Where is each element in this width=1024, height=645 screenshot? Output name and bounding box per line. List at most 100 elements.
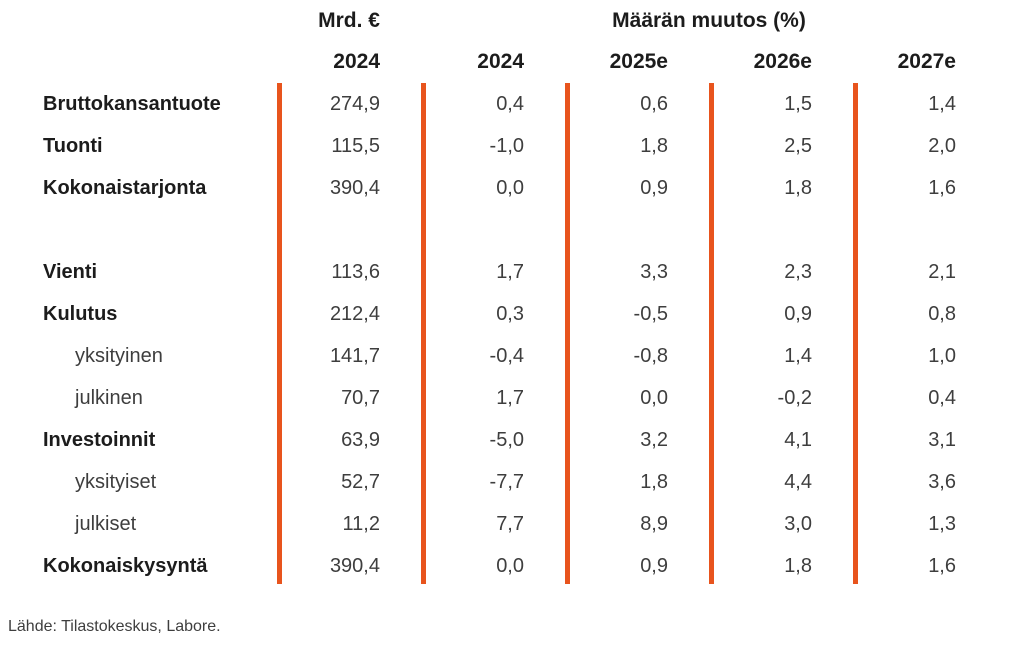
table-row: Kokonaistarjonta 390,4 0,0 0,9 1,8 1,6	[0, 167, 1024, 209]
table-row: Kokonaiskysyntä 390,4 0,0 0,9 1,8 1,6	[0, 545, 1024, 587]
cell-value: 3,6	[928, 471, 956, 493]
cell-value	[277, 209, 421, 251]
cell-value: 0,9	[640, 555, 668, 577]
spacer-row	[0, 209, 1024, 251]
cell-value: 3,3	[640, 261, 668, 283]
cell-value: 3,2	[640, 429, 668, 451]
row-label: julkiset	[75, 513, 137, 535]
cell-value: -0,8	[633, 345, 668, 367]
cell-value: 390,4	[329, 555, 380, 577]
column-divider	[277, 83, 282, 584]
column-divider	[853, 83, 858, 584]
row-label: Vienti	[43, 261, 98, 283]
cell-value: 1,6	[928, 555, 956, 577]
table-body: Bruttokansantuote 274,9 0,4 0,6 1,5 1,4 Tuonti…	[0, 83, 1024, 587]
group-header-row: Mrd. € Määrän muutos (%)	[0, 2, 1024, 40]
cell-value: -0,4	[489, 345, 524, 367]
year-header-2025e: 2025e	[609, 50, 668, 73]
cell-value: 390,4	[329, 177, 380, 199]
cell-value: 0,6	[640, 93, 668, 115]
year-header-row: 2024 2024 2025e 2026e 2027e	[0, 40, 1024, 83]
cell-value: 3,1	[928, 429, 956, 451]
cell-value: 1,4	[784, 345, 812, 367]
table-row: Vienti 113,6 1,7 3,3 2,3 2,1	[0, 251, 1024, 293]
cell-value: 1,0	[928, 345, 956, 367]
cell-value	[709, 209, 853, 251]
table-row: Tuonti 115,5 -1,0 1,8 2,5 2,0	[0, 125, 1024, 167]
group-header-mrd-eur: Mrd. €	[318, 9, 380, 32]
cell-value	[421, 209, 565, 251]
group-header-volume-change: Määrän muutos (%)	[612, 9, 806, 32]
cell-value: 0,4	[496, 93, 524, 115]
row-label: Kokonaistarjonta	[43, 177, 207, 199]
cell-value: 0,0	[640, 387, 668, 409]
cell-value: 1,6	[928, 177, 956, 199]
table-row: julkinen 70,7 1,7 0,0 -0,2 0,4	[0, 377, 1024, 419]
cell-value: -5,0	[489, 429, 524, 451]
year-header-2026e: 2026e	[753, 50, 812, 73]
cell-value: 1,8	[640, 135, 668, 157]
row-label: Investoinnit	[43, 429, 156, 451]
cell-value: 11,2	[342, 513, 380, 535]
cell-value: 2,0	[928, 135, 956, 157]
cell-value: 70,7	[341, 387, 380, 409]
row-label: yksityinen	[75, 345, 163, 367]
cell-value: 1,4	[928, 93, 956, 115]
table-row: julkiset 11,2 7,7 8,9 3,0 1,3	[0, 503, 1024, 545]
cell-value: -1,0	[489, 135, 524, 157]
cell-value: 113,6	[331, 261, 380, 283]
source-note: Lähde: Tilastokeskus, Labore.	[8, 618, 221, 635]
year-header-2024-pct: 2024	[477, 50, 524, 73]
row-label: Kulutus	[43, 303, 118, 325]
column-divider	[421, 83, 426, 584]
cell-value: 0,4	[928, 387, 956, 409]
table-row: Kulutus 212,4 0,3 -0,5 0,9 0,8	[0, 293, 1024, 335]
cell-value: -0,5	[633, 303, 668, 325]
table-row: yksityinen 141,7 -0,4 -0,8 1,4 1,0	[0, 335, 1024, 377]
cell-value: 4,4	[784, 471, 812, 493]
cell-value: 1,8	[784, 555, 812, 577]
cell-value: 2,5	[784, 135, 812, 157]
table-row: Bruttokansantuote 274,9 0,4 0,6 1,5 1,4	[0, 83, 1024, 125]
column-divider	[709, 83, 714, 584]
row-label: Kokonaiskysyntä	[43, 555, 208, 577]
cell-value: 7,7	[496, 513, 524, 535]
cell-value: -0,2	[777, 387, 812, 409]
row-label: Tuonti	[43, 135, 103, 157]
cell-value: 0,8	[928, 303, 956, 325]
cell-value: 212,4	[329, 303, 380, 325]
cell-value: 0,3	[496, 303, 524, 325]
cell-value: 2,1	[928, 261, 956, 283]
cell-value: 141,7	[329, 345, 380, 367]
cell-value: 0,9	[640, 177, 668, 199]
table-row: yksityiset 52,7 -7,7 1,8 4,4 3,6	[0, 461, 1024, 503]
cell-value: 0,0	[496, 555, 524, 577]
cell-value: 1,7	[496, 261, 524, 283]
cell-value: 2,3	[784, 261, 812, 283]
cell-value: 8,9	[640, 513, 668, 535]
cell-value: 274,9	[329, 93, 380, 115]
year-header-2024-mrd: 2024	[333, 50, 380, 73]
cell-value: 0,9	[784, 303, 812, 325]
cell-value: 115,5	[331, 135, 380, 157]
row-label: yksityiset	[75, 471, 157, 493]
cell-value: 3,0	[784, 513, 812, 535]
cell-value: 63,9	[341, 429, 380, 451]
row-label: Bruttokansantuote	[43, 93, 221, 115]
year-header-2027e: 2027e	[897, 50, 956, 73]
cell-value: -7,7	[489, 471, 524, 493]
row-label	[0, 209, 277, 251]
cell-value: 1,7	[496, 387, 524, 409]
cell-value	[853, 209, 997, 251]
table-row: Investoinnit 63,9 -5,0 3,2 4,1 3,1	[0, 419, 1024, 461]
cell-value	[565, 209, 709, 251]
cell-value: 52,7	[341, 471, 380, 493]
cell-value: 4,1	[784, 429, 812, 451]
year-header-empty	[0, 40, 277, 83]
cell-value: 0,0	[496, 177, 524, 199]
cell-value: 1,8	[784, 177, 812, 199]
cell-value: 1,8	[640, 471, 668, 493]
cell-value: 1,3	[928, 513, 956, 535]
row-label: julkinen	[75, 387, 143, 409]
cell-value: 1,5	[784, 93, 812, 115]
